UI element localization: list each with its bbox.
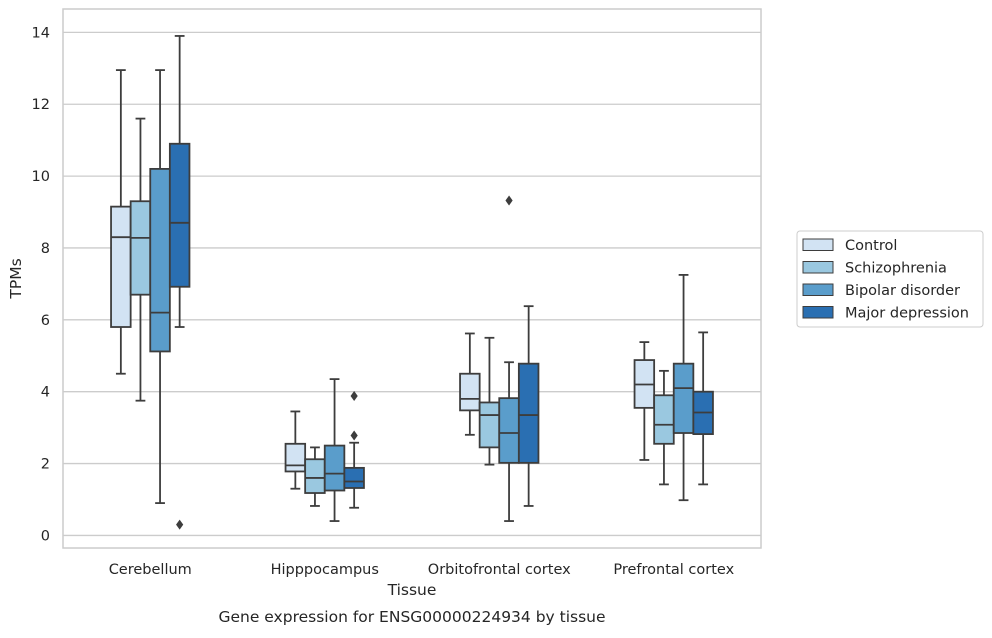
y-tick-label: 2 <box>41 457 50 473</box>
legend-swatch <box>802 306 834 319</box>
y-tick-label: 0 <box>41 528 50 544</box>
box-schizophrenia <box>304 446 326 507</box>
box-control <box>459 332 481 436</box>
plot-frame <box>62 8 762 549</box>
legend: Control Schizophrenia Bipolar disorder Majo… <box>796 230 984 328</box>
box-control <box>110 69 132 375</box>
box-iqr <box>459 372 481 412</box>
box-iqr <box>343 466 365 489</box>
box-iqr <box>323 444 346 492</box>
boxes <box>110 35 714 530</box>
x-axis-ticks: Cerebellum Hipppocampus Orbitofrontal cort… <box>109 562 735 578</box>
legend-swatch <box>802 283 834 296</box>
y-tick-label: 12 <box>32 97 50 113</box>
y-tick-label: 14 <box>32 25 50 41</box>
outlier-marker <box>176 519 184 530</box>
x-tick-label: Cerebellum <box>109 562 192 578</box>
y-axis-label: TPMs <box>7 258 25 299</box>
x-axis-label: Tissue <box>387 581 437 599</box>
box-control <box>633 341 656 461</box>
box-iqr <box>284 442 307 473</box>
box-iqr <box>478 401 501 449</box>
box-bipolar-disorder <box>672 274 695 502</box>
box-bipolar-disorder <box>498 195 520 522</box>
outlier-marker <box>505 195 513 206</box>
box-schizophrenia <box>478 336 501 466</box>
x-tick-label: Orbitofrontal cortex <box>428 562 571 578</box>
box-iqr <box>110 205 132 328</box>
box-schizophrenia <box>129 117 152 402</box>
box-control <box>284 410 307 490</box>
y-tick-label: 6 <box>41 313 50 329</box>
box-iqr <box>149 168 171 353</box>
legend-label: Control <box>845 238 897 254</box>
y-tick-label: 8 <box>41 241 50 257</box>
box-bipolar-disorder <box>149 69 171 504</box>
legend-swatch <box>802 238 834 251</box>
legend-label: Bipolar disorder <box>845 283 960 299</box>
y-tick-label: 4 <box>41 385 50 401</box>
outlier-marker <box>350 430 358 441</box>
x-tick-label: Hipppocampus <box>271 562 379 578</box>
outlier-marker <box>350 391 358 402</box>
box-iqr <box>517 362 540 464</box>
box-iqr <box>672 362 695 434</box>
box-iqr <box>653 394 675 445</box>
box-iqr <box>498 397 520 464</box>
legend-frame <box>796 230 984 328</box>
box-major-depression <box>343 391 365 509</box>
legend-label: Schizophrenia <box>845 261 947 277</box>
box-bipolar-disorder <box>323 378 346 522</box>
y-axis-ticks: 0 2 4 6 8 10 12 14 <box>32 25 50 544</box>
chart-caption: Gene expression for ENSG00000224934 by t… <box>218 608 605 626</box>
y-tick-label: 10 <box>32 169 50 185</box>
box-major-depression <box>692 331 714 486</box>
box-schizophrenia <box>653 369 675 486</box>
x-tick-label: Prefrontal cortex <box>613 562 734 578</box>
box-iqr <box>304 458 326 494</box>
box-iqr <box>129 200 152 296</box>
box-iqr <box>168 142 191 288</box>
box-major-depression <box>517 305 540 507</box>
box-major-depression <box>168 35 191 530</box>
legend-swatch <box>802 261 834 274</box>
legend-label: Major depression <box>845 306 969 322</box>
